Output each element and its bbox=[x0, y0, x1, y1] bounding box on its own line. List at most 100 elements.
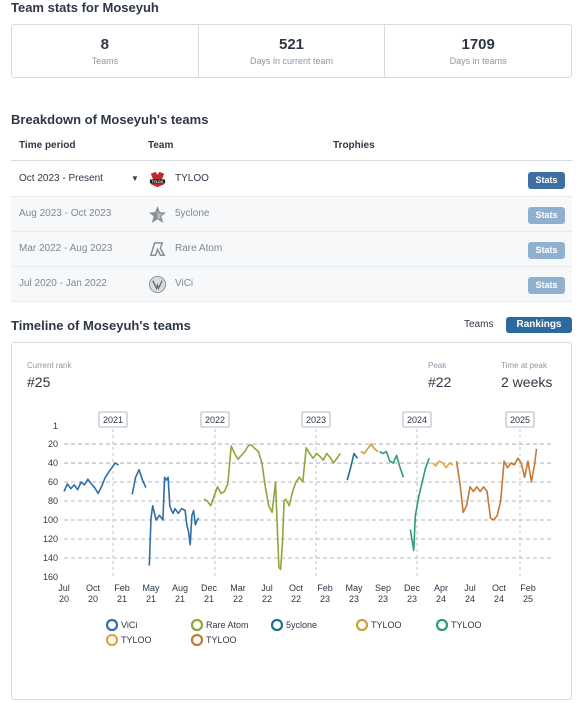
year-marker-label: 2025 bbox=[510, 415, 530, 425]
year-marker-label: 2022 bbox=[205, 415, 225, 425]
x-tick-month: Apr bbox=[434, 583, 448, 593]
y-tick-label: 160 bbox=[43, 572, 58, 582]
x-tick-year: 24 bbox=[436, 594, 446, 604]
legend-label: TYLOO bbox=[121, 635, 152, 645]
legend-swatch bbox=[435, 618, 449, 632]
y-tick-label: 60 bbox=[48, 477, 58, 487]
x-tick-year: 23 bbox=[349, 594, 359, 604]
stat-label: Teams bbox=[91, 56, 119, 66]
year-marker-box bbox=[301, 411, 331, 428]
series-line-tyloo bbox=[409, 458, 430, 552]
year-marker-box bbox=[98, 411, 128, 428]
stat-days-total: 1709 Days in teams bbox=[385, 25, 571, 77]
x-tick-year: 21 bbox=[204, 594, 214, 604]
x-tick-month: Oct bbox=[86, 583, 101, 593]
header-time-period: Time period bbox=[19, 140, 76, 151]
y-tick-label: 20 bbox=[48, 439, 58, 449]
stat-value: 521 bbox=[278, 36, 305, 53]
legend-swatch bbox=[270, 618, 284, 632]
y-tick-label: 80 bbox=[48, 496, 58, 506]
timeline-title: Timeline of Moseyuh's teams bbox=[11, 318, 191, 333]
x-tick-month: Aug bbox=[172, 583, 188, 593]
x-tick-month: Mar bbox=[230, 583, 246, 593]
x-tick-year: 22 bbox=[262, 594, 272, 604]
team-name[interactable]: Rare Atom bbox=[175, 243, 223, 254]
x-tick-year: 24 bbox=[465, 594, 475, 604]
stat-value: 8 bbox=[100, 36, 109, 53]
x-tick-year: 24 bbox=[494, 594, 504, 604]
y-tick-label: 140 bbox=[43, 553, 58, 563]
year-marker-label: 2024 bbox=[407, 415, 427, 425]
header-team: Team bbox=[148, 140, 174, 151]
rare-atom-logo-icon bbox=[149, 242, 166, 256]
series-line-rare-atom bbox=[203, 444, 342, 571]
table-row: Aug 2023 - Oct 2023 5yclone Stats bbox=[11, 197, 572, 232]
x-tick-month: Dec bbox=[201, 583, 218, 593]
year-marker-box bbox=[200, 411, 230, 428]
x-tick-year: 21 bbox=[117, 594, 127, 604]
x-tick-month: Oct bbox=[492, 583, 507, 593]
series-line-tyloo bbox=[360, 443, 379, 455]
5yclone-logo-icon bbox=[148, 205, 167, 224]
team-name[interactable]: ViCi bbox=[175, 278, 194, 289]
tyloo-logo-icon: TYLOO bbox=[149, 171, 166, 188]
x-tick-year: 20 bbox=[88, 594, 98, 604]
x-tick-month: Jul bbox=[464, 583, 476, 593]
team-stats-box: 8 Teams 521 Days in current team 1709 Da… bbox=[11, 24, 572, 78]
x-tick-month: Feb bbox=[520, 583, 536, 593]
x-tick-year: 25 bbox=[523, 594, 533, 604]
x-tick-year: 21 bbox=[146, 594, 156, 604]
x-tick-month: May bbox=[142, 583, 160, 593]
legend-swatch bbox=[355, 618, 369, 632]
stat-value: 1709 bbox=[461, 36, 495, 53]
chevron-down-icon[interactable]: ▼ bbox=[131, 174, 139, 183]
legend-label: 5yclone bbox=[286, 620, 317, 630]
year-marker-label: 2023 bbox=[306, 415, 326, 425]
legend-swatch bbox=[105, 618, 119, 632]
svg-text:TYLOO: TYLOO bbox=[152, 180, 164, 184]
legend-label: ViCi bbox=[121, 620, 137, 630]
x-tick-year: 23 bbox=[407, 594, 417, 604]
series-line-5yclone bbox=[346, 452, 359, 481]
x-tick-year: 23 bbox=[320, 594, 330, 604]
teams-toggle[interactable]: Teams bbox=[464, 319, 494, 330]
team-name[interactable]: TYLOO bbox=[175, 173, 209, 184]
peak-label: Peak bbox=[428, 361, 447, 370]
peak-value: #22 bbox=[428, 374, 452, 390]
rankings-toggle[interactable]: Rankings bbox=[506, 317, 572, 333]
year-marker-label: 2021 bbox=[103, 415, 123, 425]
stat-teams: 8 Teams bbox=[12, 25, 199, 77]
series-line-tyloo bbox=[379, 450, 405, 478]
x-tick-month: Oct bbox=[289, 583, 304, 593]
stats-button[interactable]: Stats bbox=[528, 172, 565, 189]
series-line-vici bbox=[63, 462, 119, 495]
x-tick-year: 22 bbox=[291, 594, 301, 604]
x-tick-year: 23 bbox=[378, 594, 388, 604]
stat-label: Days in teams bbox=[449, 56, 507, 66]
x-tick-year: 20 bbox=[59, 594, 69, 604]
year-marker-box bbox=[402, 411, 432, 428]
year-marker-box bbox=[505, 411, 535, 428]
table-row: Jul 2020 - Jan 2022 ViCi Stats bbox=[11, 267, 572, 302]
x-tick-month: Dec bbox=[404, 583, 421, 593]
x-tick-year: 21 bbox=[175, 594, 185, 604]
x-tick-month: Feb bbox=[114, 583, 130, 593]
legend-label: TYLOO bbox=[206, 635, 237, 645]
series-line-vici bbox=[131, 468, 147, 495]
legend-swatch bbox=[190, 618, 204, 632]
time-period: Aug 2023 - Oct 2023 bbox=[19, 208, 112, 219]
stats-button[interactable]: Stats bbox=[528, 277, 565, 294]
stats-button[interactable]: Stats bbox=[528, 242, 565, 259]
legend-swatch bbox=[105, 633, 119, 647]
current-rank-label: Current rank bbox=[27, 361, 72, 370]
x-tick-year: 22 bbox=[233, 594, 243, 604]
team-name[interactable]: 5yclone bbox=[175, 208, 210, 219]
x-tick-month: May bbox=[345, 583, 363, 593]
team-stats-title: Team stats for Moseyuh bbox=[11, 0, 159, 15]
x-tick-month: Jul bbox=[58, 583, 70, 593]
time-at-peak-label: Time at peak bbox=[501, 361, 547, 370]
stats-button[interactable]: Stats bbox=[528, 207, 565, 224]
header-trophies: Trophies bbox=[333, 140, 375, 151]
current-rank-value: #25 bbox=[27, 374, 51, 390]
